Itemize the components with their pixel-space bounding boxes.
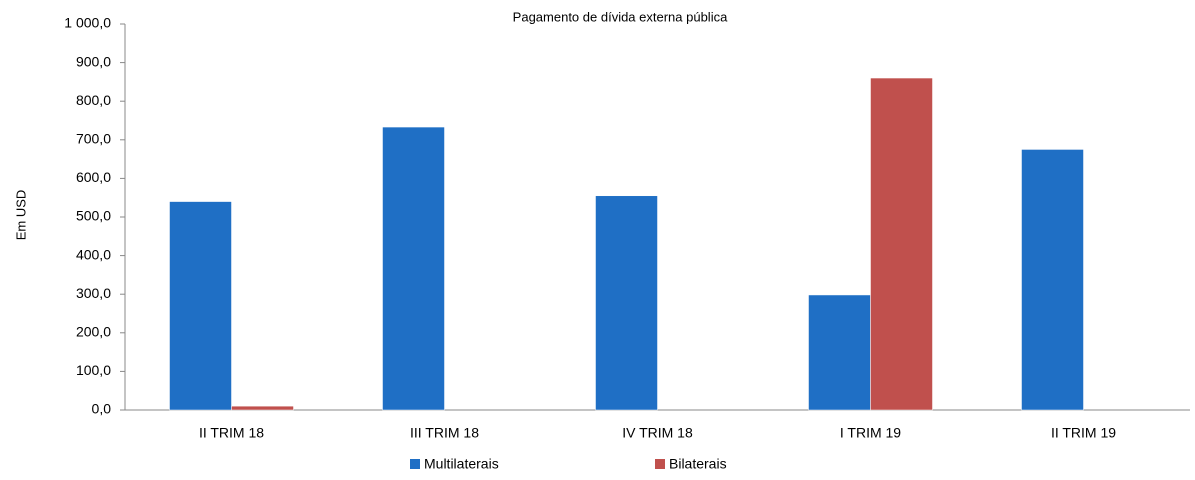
y-tick-label: 1 000,0 (64, 15, 111, 31)
y-tick-label: 400,0 (76, 246, 111, 262)
x-tick-label: II TRIM 19 (1051, 425, 1116, 441)
legend-label: Multilaterais (424, 456, 499, 472)
x-tick-label: III TRIM 18 (410, 425, 479, 441)
bar (870, 77, 933, 411)
y-tick-label: 200,0 (76, 324, 111, 340)
x-tick-label: II TRIM 18 (199, 425, 264, 441)
y-tick-label: 0,0 (92, 401, 112, 417)
bar (808, 294, 871, 411)
y-tick-label: 700,0 (76, 131, 111, 147)
bar (169, 201, 232, 411)
bar (231, 405, 294, 411)
bar (1021, 149, 1084, 411)
chart-title: Pagamento de dívida externa pública (513, 9, 728, 24)
legend-label: Bilaterais (669, 456, 727, 472)
y-tick-label: 600,0 (76, 169, 111, 185)
x-tick-label: IV TRIM 18 (622, 425, 693, 441)
bar (595, 195, 658, 411)
y-tick-label: 800,0 (76, 92, 111, 108)
x-tick-label: I TRIM 19 (840, 425, 901, 441)
y-tick-label: 100,0 (76, 362, 111, 378)
legend-swatch (655, 459, 665, 469)
bar (382, 126, 445, 411)
y-tick-label: 900,0 (76, 53, 111, 69)
y-tick-label: 300,0 (76, 285, 111, 301)
y-tick-label: 500,0 (76, 208, 111, 224)
legend-swatch (410, 459, 420, 469)
y-axis-label: Em USD (13, 190, 28, 241)
